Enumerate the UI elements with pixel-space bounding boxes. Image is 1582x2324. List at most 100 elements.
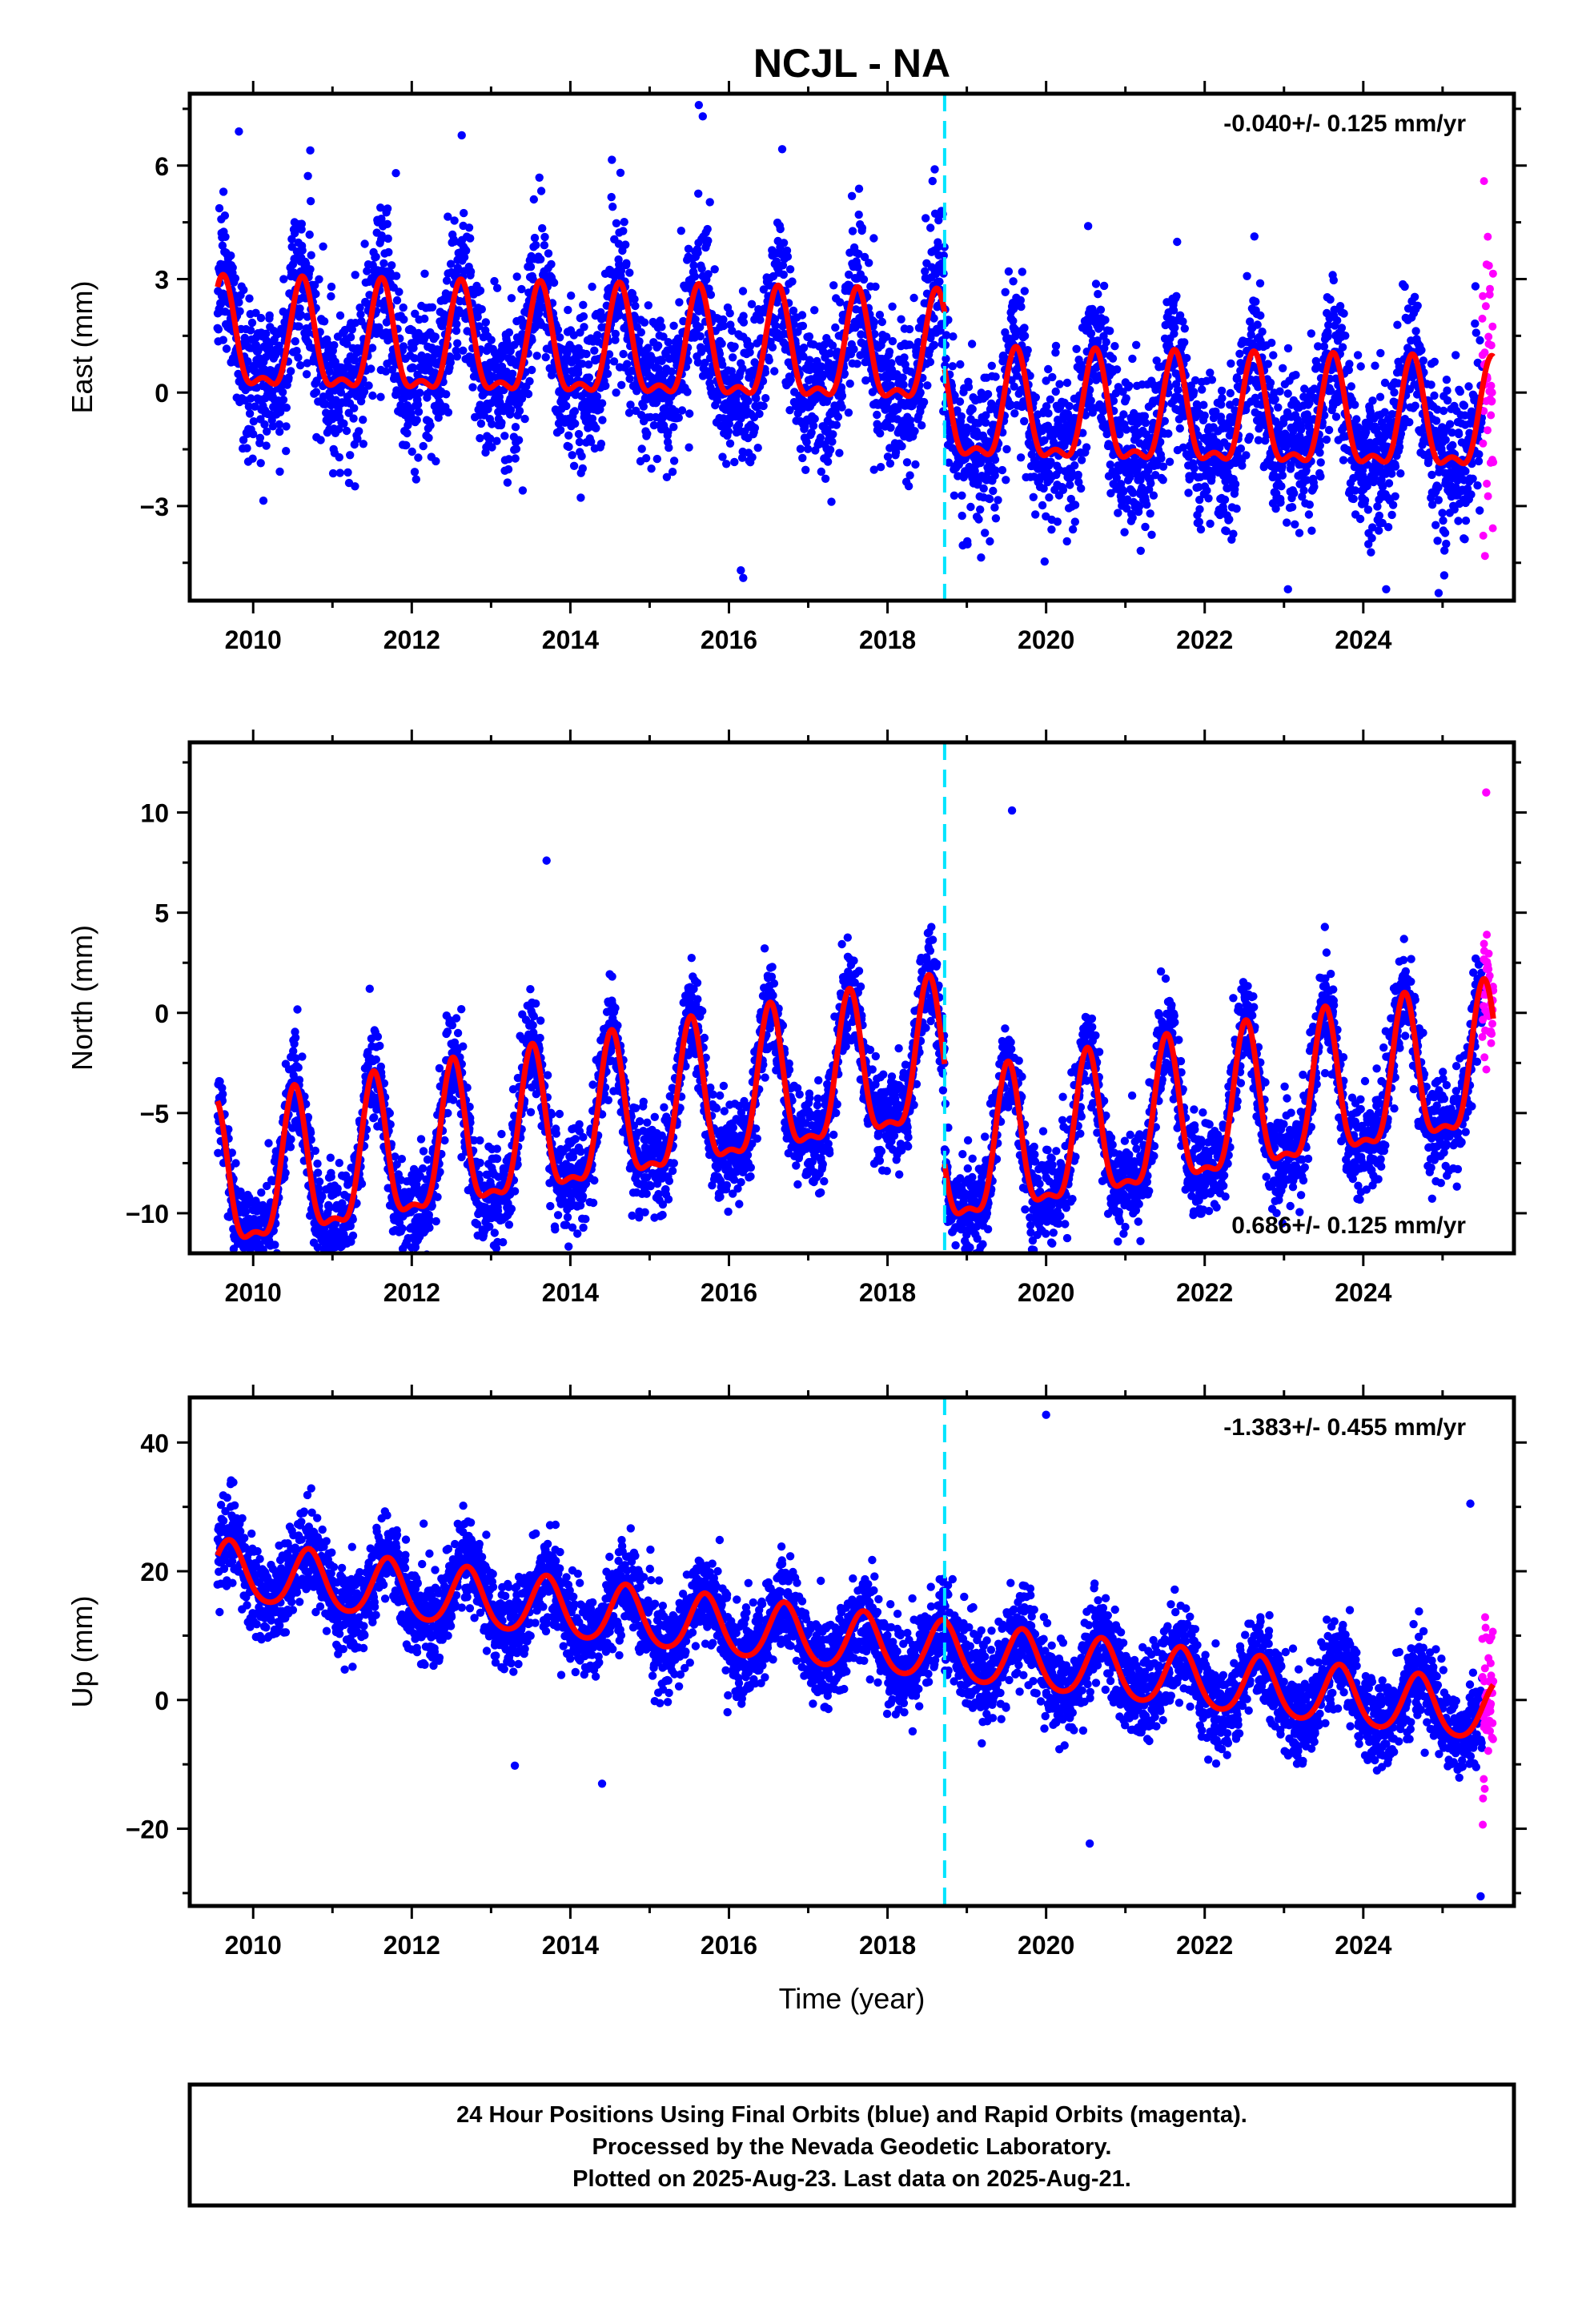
final-orbit-point	[530, 233, 540, 243]
final-orbit-point	[601, 381, 610, 390]
final-orbit-point	[615, 260, 624, 269]
final-orbit-point	[1473, 481, 1482, 490]
final-orbit-point	[564, 305, 572, 315]
final-orbit-point	[810, 306, 819, 315]
final-orbit-point	[1020, 416, 1029, 426]
final-orbit-point	[963, 540, 972, 549]
final-orbit-point	[1106, 327, 1114, 336]
final-orbit-point	[1299, 486, 1308, 495]
final-orbit-point	[636, 328, 645, 337]
final-orbit-point	[900, 353, 909, 362]
final-orbit-point	[391, 271, 401, 280]
final-orbit-point	[909, 293, 918, 303]
final-orbit-point	[442, 276, 452, 285]
final-orbit-point	[1405, 418, 1414, 427]
final-orbit-point	[897, 315, 905, 324]
final-orbit-point	[275, 420, 284, 429]
final-orbit-point	[1017, 302, 1026, 312]
final-orbit-point	[1291, 371, 1300, 380]
final-orbit-point	[395, 287, 404, 296]
final-orbit-point	[1323, 332, 1332, 341]
final-orbit-point	[987, 361, 997, 370]
final-orbit-point	[228, 263, 237, 272]
final-orbit-point	[294, 353, 303, 362]
final-orbit-point	[535, 173, 544, 182]
final-orbit-point	[383, 219, 391, 228]
final-orbit-point	[275, 341, 283, 350]
final-orbit-point	[1199, 400, 1208, 409]
final-orbit-point	[1440, 529, 1450, 537]
final-orbit-point	[319, 392, 328, 401]
final-orbit-point	[871, 282, 880, 292]
final-orbit-point	[1149, 491, 1158, 500]
final-orbit-point	[1129, 489, 1138, 497]
final-orbit-point	[837, 392, 847, 400]
final-orbit-point	[1147, 530, 1156, 539]
final-orbit-point	[468, 383, 477, 392]
final-orbit-point	[759, 401, 768, 411]
final-orbit-point	[798, 321, 808, 331]
final-orbit-point	[579, 300, 588, 309]
final-orbit-point	[1029, 493, 1038, 501]
final-orbit-point	[504, 455, 513, 464]
final-orbit-point	[631, 301, 640, 311]
final-orbit-point	[1245, 432, 1255, 441]
final-orbit-point	[311, 388, 321, 396]
final-orbit-point	[1368, 396, 1377, 405]
final-orbit-point	[1119, 410, 1128, 419]
final-orbit-point	[360, 239, 369, 248]
final-orbit-point	[1307, 526, 1316, 535]
final-orbit-point	[724, 427, 733, 436]
final-orbit-point	[725, 439, 735, 448]
final-orbit-point	[730, 457, 739, 467]
final-orbit-point	[1018, 267, 1027, 276]
final-orbit-point	[1253, 320, 1262, 329]
final-orbit-point	[249, 417, 258, 426]
final-orbit-point	[1452, 351, 1460, 360]
final-orbit-point	[409, 388, 418, 397]
final-orbit-point	[1072, 344, 1081, 353]
final-orbit-point	[832, 420, 841, 429]
final-orbit-point	[1164, 429, 1173, 438]
final-orbit-point	[1174, 385, 1182, 395]
final-orbit-point	[1070, 461, 1079, 470]
final-orbit-point	[350, 356, 359, 365]
final-orbit-point	[278, 388, 287, 396]
final-orbit-point	[1331, 412, 1341, 421]
final-orbit-point	[262, 441, 271, 450]
final-orbit-point	[315, 275, 323, 283]
final-orbit-point	[1472, 328, 1481, 337]
final-orbit-point	[528, 336, 536, 344]
final-orbit-point	[1173, 237, 1182, 247]
final-orbit-point	[1375, 526, 1383, 535]
final-orbit-point	[625, 374, 634, 384]
final-orbit-point	[1102, 338, 1110, 347]
final-orbit-point	[1251, 297, 1260, 306]
final-orbit-point	[928, 176, 938, 186]
final-orbit-point	[1182, 353, 1191, 363]
final-orbit-point	[282, 422, 291, 431]
final-orbit-point	[339, 419, 348, 428]
final-orbit-point	[744, 396, 753, 405]
final-orbit-point	[983, 390, 993, 399]
final-orbit-point	[1290, 489, 1299, 498]
final-orbit-point	[596, 440, 606, 448]
final-orbit-point	[990, 455, 1000, 464]
final-orbit-point	[351, 482, 359, 491]
final-orbit-point	[1413, 301, 1422, 310]
final-orbit-point	[704, 236, 713, 245]
final-orbit-point	[473, 312, 482, 322]
final-orbit-point	[356, 310, 365, 319]
final-orbit-point	[547, 259, 556, 269]
final-orbit-point	[540, 241, 549, 250]
final-orbit-point	[593, 331, 602, 340]
final-orbit-point	[1218, 394, 1227, 403]
final-orbit-point	[1339, 309, 1348, 318]
final-orbit-point	[835, 448, 844, 457]
final-orbit-point	[517, 284, 526, 294]
final-orbit-point	[1231, 480, 1240, 489]
final-orbit-point	[476, 286, 485, 296]
final-orbit-point	[514, 436, 524, 444]
final-orbit-point	[424, 433, 433, 442]
final-orbit-point	[419, 441, 428, 451]
